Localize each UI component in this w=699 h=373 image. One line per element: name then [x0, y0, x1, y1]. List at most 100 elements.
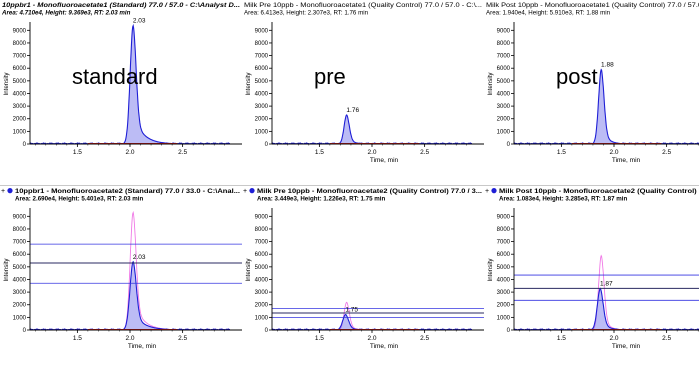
y-tick-label: 5000 — [13, 79, 27, 85]
series-line — [514, 287, 699, 330]
y-tick-label: 2000 — [255, 303, 269, 309]
peak-label: 1.87 — [600, 281, 613, 288]
panel-title: Milk Pre 10ppb - Monofluoroacetate1 (Qua… — [244, 2, 482, 9]
chart-panel-p3: Milk Post 10ppb - Monofluoroacetate1 (Qu… — [486, 2, 699, 164]
panel-title: Milk Post 10ppb - Monofluoroacetate2 (Qu… — [499, 188, 699, 195]
panel-title: 10ppbr1 - Monofluoroacetate2 (Standard) … — [15, 188, 240, 195]
plot-area — [272, 114, 472, 144]
overlay-annotation: standard — [72, 64, 158, 89]
plot-area — [514, 254, 699, 330]
overlay-annotation: pre — [314, 64, 346, 89]
y-tick-label: 2000 — [497, 117, 511, 123]
y-tick-label: 5000 — [255, 79, 269, 85]
y-tick-label: 4000 — [497, 277, 511, 283]
y-tick-label: 3000 — [13, 104, 27, 110]
x-tick-label: 2.0 — [609, 149, 618, 156]
peak-label: 2.03 — [133, 18, 146, 25]
panel-title: Milk Pre 10ppb - Monofluoroacetate2 (Qua… — [257, 188, 482, 195]
y-tick-label: 5000 — [13, 265, 27, 271]
y-tick-label: 4000 — [13, 277, 27, 283]
y-tick-label: 8000 — [13, 41, 27, 47]
y-axis-label: Intensity — [487, 72, 494, 96]
x-tick-label: 1.5 — [557, 335, 566, 342]
series-marker-icon — [491, 188, 497, 194]
y-tick-label: 6000 — [497, 66, 511, 72]
y-tick-label: 0 — [265, 328, 269, 334]
x-tick-label: 2.0 — [609, 335, 618, 342]
x-axis-label: Time, min — [370, 157, 399, 164]
y-tick-label: 6000 — [497, 252, 511, 258]
series-line — [272, 313, 472, 330]
y-tick-label: 2000 — [497, 303, 511, 309]
peak-label: 1.88 — [601, 61, 614, 68]
expand-icon: + — [1, 188, 5, 195]
y-axis-label: Intensity — [245, 72, 252, 96]
overlay-annotation: post — [556, 64, 598, 89]
y-tick-label: 1000 — [255, 315, 269, 321]
y-axis-label: Intensity — [3, 258, 10, 282]
panel-title: 10ppbr1 - Monofluoroacetate1 (Standard) … — [2, 2, 240, 9]
y-tick-label: 1000 — [13, 129, 27, 135]
x-tick-label: 2.5 — [662, 335, 671, 342]
x-tick-label: 2.0 — [125, 149, 134, 156]
peak-area — [514, 69, 699, 144]
series-line — [514, 254, 699, 330]
panel-subtitle: Area: 6.413e3, Height: 2.307e3, RT: 1.76… — [244, 10, 369, 17]
y-tick-label: 7000 — [255, 240, 269, 246]
y-tick-label: 6000 — [13, 66, 27, 72]
x-tick-label: 2.5 — [420, 149, 429, 156]
y-tick-label: 1000 — [497, 129, 511, 135]
y-tick-label: 5000 — [255, 265, 269, 271]
plot-area — [272, 301, 472, 330]
y-tick-label: 2000 — [13, 303, 27, 309]
y-tick-label: 7000 — [497, 54, 511, 60]
y-tick-label: 9000 — [255, 214, 269, 220]
y-tick-label: 3000 — [497, 290, 511, 296]
x-tick-label: 1.5 — [315, 149, 324, 156]
y-tick-label: 1000 — [255, 129, 269, 135]
panel-subtitle: Area: 3.449e3, Height: 1.226e3, RT: 1.75… — [257, 196, 385, 203]
y-tick-label: 0 — [507, 328, 511, 334]
y-tick-label: 0 — [23, 142, 27, 148]
series-marker-icon — [249, 188, 255, 194]
y-axis-label: Intensity — [487, 258, 494, 282]
x-tick-label: 1.5 — [73, 149, 82, 156]
y-tick-label: 5000 — [497, 265, 511, 271]
y-tick-label: 0 — [507, 142, 511, 148]
x-axis-label: Time, min — [612, 343, 641, 350]
x-tick-label: 2.0 — [367, 149, 376, 156]
x-tick-label: 2.0 — [125, 335, 134, 342]
series-line — [272, 301, 472, 330]
plot-area — [514, 68, 699, 144]
y-tick-label: 0 — [265, 142, 269, 148]
y-tick-label: 2000 — [13, 117, 27, 123]
peak-label: 2.03 — [133, 254, 146, 261]
y-tick-label: 4000 — [255, 91, 269, 97]
y-tick-label: 8000 — [255, 41, 269, 47]
plot-area — [30, 210, 230, 330]
x-axis-label: Time, min — [128, 343, 157, 350]
y-tick-label: 9000 — [13, 214, 27, 220]
x-axis-label: Time, min — [370, 343, 399, 350]
panel-subtitle: Area: 1.940e4, Height: 5.910e3, RT: 1.88… — [486, 10, 611, 17]
chart-panel-p6: + Milk Post 10ppb - Monofluoroacetate2 (Q… — [485, 188, 699, 350]
y-tick-label: 7000 — [497, 240, 511, 246]
peak-area — [272, 314, 472, 330]
y-tick-label: 3000 — [255, 104, 269, 110]
chart-panel-p5: + Milk Pre 10ppb - Monofluoroacetate2 (Qu… — [243, 188, 484, 350]
y-tick-label: 7000 — [13, 54, 27, 60]
y-tick-label: 4000 — [497, 91, 511, 97]
y-tick-label: 4000 — [13, 91, 27, 97]
panel-title: Milk Post 10ppb - Monofluoroacetate1 (Qu… — [486, 2, 699, 9]
peak-label: 1.75 — [345, 307, 358, 314]
x-axis-label: Time, min — [612, 157, 641, 164]
chart-panel-p2: Milk Pre 10ppb - Monofluoroacetate1 (Qua… — [244, 2, 484, 164]
y-tick-label: 3000 — [13, 290, 27, 296]
y-tick-label: 3000 — [497, 104, 511, 110]
y-tick-label: 8000 — [255, 227, 269, 233]
y-tick-label: 9000 — [13, 28, 27, 34]
panel-subtitle: Area: 2.690e4, Height: 5.401e3, RT: 2.03… — [15, 196, 143, 203]
y-tick-label: 1000 — [497, 315, 511, 321]
x-tick-label: 2.0 — [367, 335, 376, 342]
y-tick-label: 8000 — [497, 41, 511, 47]
